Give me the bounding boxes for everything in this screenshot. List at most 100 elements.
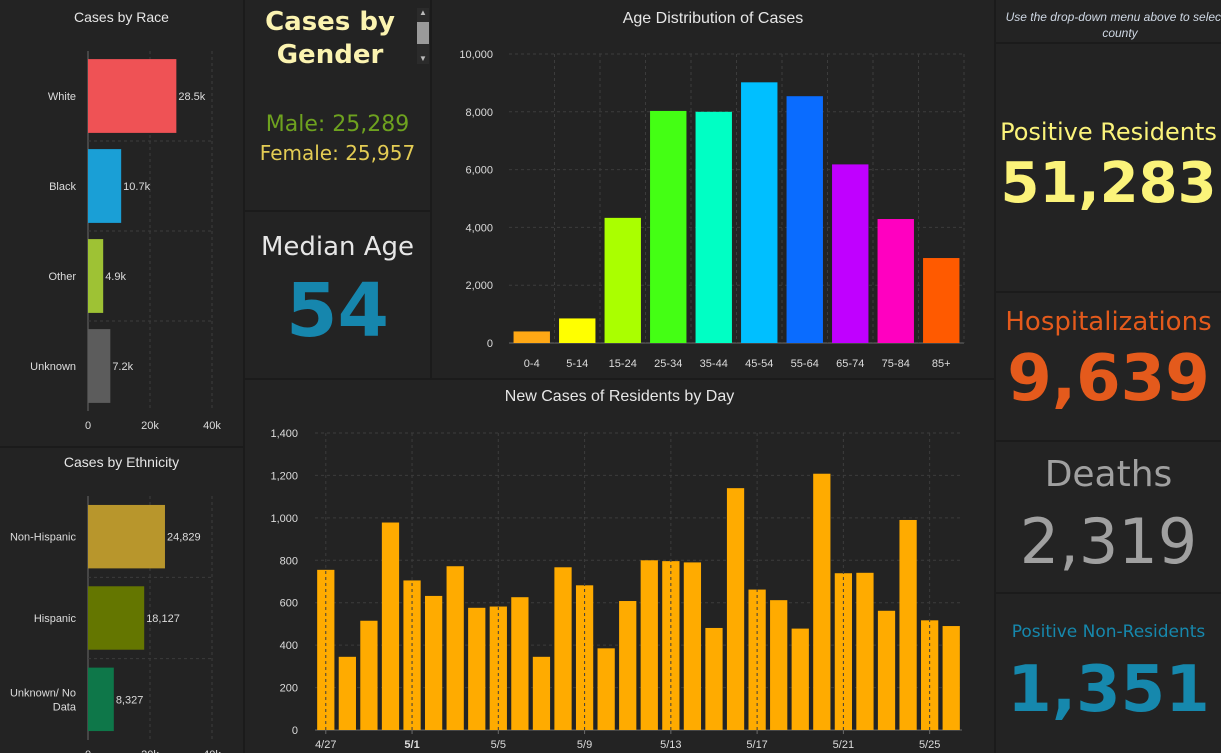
ethnicity-bar-chart: 0 20k 40k 24,829 Non-Hispanic 18,127 Hispanic 8… <box>10 496 221 753</box>
scroll-down-icon[interactable]: ▼ <box>419 54 427 63</box>
y-tick-label: 6,000 <box>465 165 493 177</box>
day-bar <box>791 628 809 730</box>
positive-residents-label: Positive Residents <box>1000 118 1217 146</box>
female-count: Female: 25,957 <box>259 141 416 165</box>
age-bar-85plus <box>923 258 960 343</box>
bar-white <box>88 59 177 133</box>
gender-scrollbar[interactable]: ▲ ▼ <box>417 8 429 64</box>
age-bar-15-24 <box>604 217 641 343</box>
y-tick-label: 0 <box>487 338 493 350</box>
hospitalizations-label: Hospitalizations <box>1005 307 1212 337</box>
race-panel: Cases by Race 0 20k 40k 28.5k White 10.7k Blac… <box>0 0 243 446</box>
gender-panel: Cases by Gender ▲ ▼ Male: 25,289 Female:… <box>245 0 430 210</box>
day-bar <box>640 560 658 730</box>
daily-panel: New Cases of Residents by Day 0 200 400 600… <box>245 380 994 753</box>
x-tick-label: 5/1 <box>404 739 419 751</box>
day-bar <box>338 656 356 730</box>
bar-non-hispanic <box>88 504 165 569</box>
x-tick-label: 25-34 <box>654 358 682 370</box>
x-tick-label: 0 <box>85 749 91 753</box>
y-tick-label: 8,000 <box>465 107 493 119</box>
day-bar <box>532 656 551 730</box>
y-tick-label: 800 <box>280 555 298 567</box>
category-label: Data <box>53 701 77 713</box>
y-tick-label: 200 <box>280 683 298 695</box>
category-label: Other <box>48 271 76 283</box>
deaths-value: 2,319 <box>1019 505 1198 578</box>
non-residents-label: Positive Non-Residents <box>1011 622 1206 642</box>
bar-value-label: 7.2k <box>112 361 133 373</box>
age-bar-0-4 <box>513 331 550 343</box>
category-label: Non-Hispanic <box>10 532 77 544</box>
day-bar <box>726 488 745 730</box>
x-tick-label: 5/17 <box>746 739 767 751</box>
bar-black <box>88 149 122 223</box>
scrollbar-thumb[interactable] <box>417 22 429 44</box>
day-bar <box>856 572 874 730</box>
day-bar <box>899 519 917 730</box>
day-bar <box>446 566 464 730</box>
x-tick-label: 15-24 <box>609 358 637 370</box>
x-tick-label: 55-64 <box>791 358 819 370</box>
x-tick-label: 40k <box>203 420 221 432</box>
x-tick-label: 5/5 <box>491 739 506 751</box>
bar-value-label: 28.5k <box>178 91 205 103</box>
category-label: White <box>48 91 76 103</box>
age-bar-55-64 <box>786 96 823 343</box>
y-tick-label: 1,000 <box>270 513 298 525</box>
y-tick-label: 1,400 <box>270 428 298 440</box>
non-residents-value: 1,351 <box>1007 653 1210 727</box>
gender-title-line1: Cases by <box>265 7 395 37</box>
scroll-up-icon[interactable]: ▲ <box>419 8 427 17</box>
category-label: Black <box>49 181 76 193</box>
day-bar <box>877 610 896 730</box>
y-tick-label: 0 <box>292 725 298 737</box>
x-tick-label: 40k <box>203 749 221 753</box>
day-bar <box>813 473 831 730</box>
daily-chart-title: New Cases of Residents by Day <box>504 388 735 405</box>
day-bar <box>381 522 400 730</box>
male-count: Male: 25,289 <box>265 112 410 137</box>
day-bar <box>770 600 788 730</box>
x-tick-label: 20k <box>141 749 159 753</box>
y-tick-label: 1,200 <box>270 470 298 482</box>
x-tick-label: 5-14 <box>566 358 588 370</box>
gender-title: Cases by Gender <box>245 6 415 72</box>
day-bar <box>424 595 443 730</box>
x-tick-label: 75-84 <box>882 358 910 370</box>
bar-value-label: 4.9k <box>105 271 126 283</box>
y-tick-label: 4,000 <box>465 222 493 234</box>
x-tick-label: 0 <box>85 420 91 432</box>
bar-value-label: 18,127 <box>146 613 180 625</box>
bar-value-label: 24,829 <box>167 532 201 544</box>
gender-title-line2: Gender <box>276 40 384 70</box>
x-tick-label: 0-4 <box>524 358 540 370</box>
category-label: Unknown <box>30 361 76 373</box>
age-bar-45-54 <box>741 82 778 344</box>
day-bar <box>468 607 486 730</box>
day-bar <box>511 597 529 730</box>
positive-residents-panel: Positive Residents 51,283 <box>996 44 1221 291</box>
x-tick-label: 85+ <box>932 358 951 370</box>
age-bar-35-44 <box>695 111 732 343</box>
daily-bar-chart: 0 200 400 600 800 1,000 1,200 1,400 4/27 5/1 5/5 5/… <box>270 428 962 751</box>
age-bar-chart: 0 2,000 4,000 6,000 8,000 10,000 0-4 5-14 15-24 2… <box>459 49 965 370</box>
median-age-value: 54 <box>286 268 389 354</box>
day-bar <box>942 626 960 730</box>
age-bar-75-84 <box>877 219 914 343</box>
bar-other <box>88 239 104 313</box>
x-tick-label: 5/13 <box>660 739 681 751</box>
category-label: Unknown/ No <box>10 687 76 699</box>
x-tick-label: 20k <box>141 420 159 432</box>
median-age-label: Median Age <box>260 232 415 262</box>
day-bar <box>748 589 766 730</box>
non-residents-panel: Positive Non-Residents 1,351 <box>996 594 1221 753</box>
day-bar <box>554 567 572 730</box>
bar-unknown-no-data <box>88 667 114 732</box>
x-tick-label: 4/27 <box>315 739 336 751</box>
age-bar-25-34 <box>650 110 687 343</box>
age-bar-5-14 <box>559 318 596 343</box>
age-bar-65-74 <box>832 164 869 343</box>
x-tick-label: 65-74 <box>836 358 864 370</box>
bar-unknown <box>88 329 111 403</box>
